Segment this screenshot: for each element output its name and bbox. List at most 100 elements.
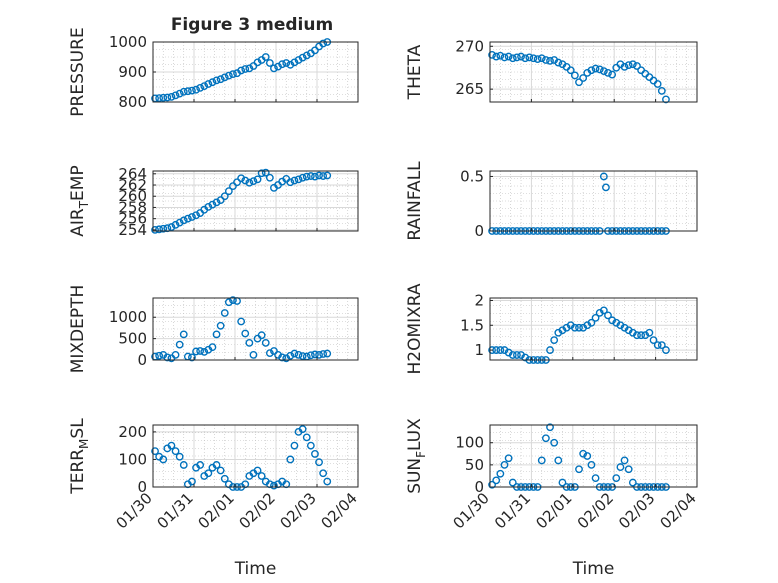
subplot-5: 0 500 1000 MIXDEPTH <box>68 285 359 373</box>
data-point <box>188 477 196 486</box>
y-axis-label: SUNFLUX <box>405 418 428 494</box>
data-point <box>212 198 221 207</box>
data-point <box>550 336 559 345</box>
data-point <box>286 351 295 360</box>
data-point <box>282 59 291 67</box>
data-point <box>290 176 299 185</box>
data-point <box>159 224 168 233</box>
y-tick-label: 265 <box>455 80 484 98</box>
data-point <box>245 178 254 187</box>
data-point <box>633 62 641 70</box>
data-point <box>257 169 266 178</box>
axes-box <box>489 170 698 232</box>
data-point <box>237 317 246 326</box>
data-point <box>204 80 213 88</box>
y-tick-label: 1000 <box>109 308 147 326</box>
y-axis-label: AIRTEMP <box>68 165 91 236</box>
data-point <box>311 172 319 181</box>
data-point <box>579 74 588 82</box>
y-tick-label: 800 <box>118 93 147 111</box>
data-point <box>488 480 496 489</box>
axes-box <box>489 297 698 361</box>
data-point <box>192 211 200 220</box>
data-point <box>628 478 637 487</box>
y-tick-label: 270 <box>455 37 484 55</box>
data-point <box>200 347 209 356</box>
data-point <box>155 94 164 103</box>
data-point <box>587 460 596 469</box>
data-point <box>216 196 225 205</box>
data-point <box>179 461 188 469</box>
y-tick-label: 0 <box>474 478 484 496</box>
data-point <box>212 461 221 469</box>
y-tick-label: 260 <box>118 187 147 205</box>
data-point <box>175 452 184 461</box>
data-point <box>192 85 200 94</box>
data-point <box>188 86 196 95</box>
data-point <box>270 481 278 490</box>
data-point <box>216 75 225 84</box>
axes-box <box>489 41 698 103</box>
y-tick-label: 0 <box>137 351 147 369</box>
data-point <box>616 463 625 471</box>
data-point <box>500 460 509 469</box>
y-tick-label: 100 <box>455 434 484 452</box>
data-point <box>257 331 266 340</box>
data-point <box>628 60 637 69</box>
data-point <box>546 423 554 432</box>
data-point <box>554 58 563 67</box>
data-point <box>587 66 596 75</box>
data-point <box>253 466 262 475</box>
data-point <box>319 39 328 48</box>
data-point <box>521 54 530 63</box>
y-tick-label: 262 <box>118 176 147 194</box>
data-point <box>662 346 670 354</box>
data-point <box>270 347 278 355</box>
data-point <box>620 62 629 71</box>
data-point <box>587 318 596 327</box>
y-tick-label: 2 <box>474 291 484 309</box>
data-point <box>591 474 600 483</box>
data-point <box>550 438 559 447</box>
data-point <box>159 455 168 464</box>
data-point <box>241 329 250 338</box>
data-point <box>175 218 184 227</box>
data-point <box>537 54 546 63</box>
y-axis-label: TERRMSL <box>68 418 91 495</box>
data-point <box>253 175 262 184</box>
data-point <box>298 352 307 361</box>
data-point <box>637 331 646 340</box>
data-point <box>220 474 229 483</box>
data-point <box>216 321 225 330</box>
y-axis-label: RAINFALL <box>405 161 425 241</box>
data-point <box>653 80 662 88</box>
data-point <box>224 298 233 307</box>
data-point <box>533 55 542 64</box>
data-point <box>278 353 287 362</box>
data-point <box>196 84 205 92</box>
data-point <box>188 353 196 362</box>
y-tick-label: 0.5 <box>460 167 484 185</box>
data-point <box>319 350 328 358</box>
data-point <box>302 51 311 60</box>
data-point <box>265 349 274 358</box>
y-tick-label: 1000 <box>109 33 147 51</box>
data-point <box>604 68 612 77</box>
data-point <box>492 52 501 61</box>
data-point <box>529 54 538 63</box>
y-tick-label: 264 <box>118 165 147 183</box>
data-point <box>171 350 180 359</box>
axes-box <box>152 424 359 488</box>
y-tick-label: 0 <box>474 222 484 240</box>
figure-title: Figure 3 medium <box>171 15 333 35</box>
data-point <box>323 171 332 180</box>
data-point <box>575 465 583 474</box>
data-point <box>599 306 608 315</box>
data-point <box>265 59 274 67</box>
data-point <box>298 53 307 62</box>
x-axis-label: Time <box>572 559 615 579</box>
subplot-6: 1 1.5 2 H2OMIXRA <box>405 283 698 375</box>
data-point <box>575 78 583 87</box>
y-tick-label: 100 <box>118 450 147 468</box>
